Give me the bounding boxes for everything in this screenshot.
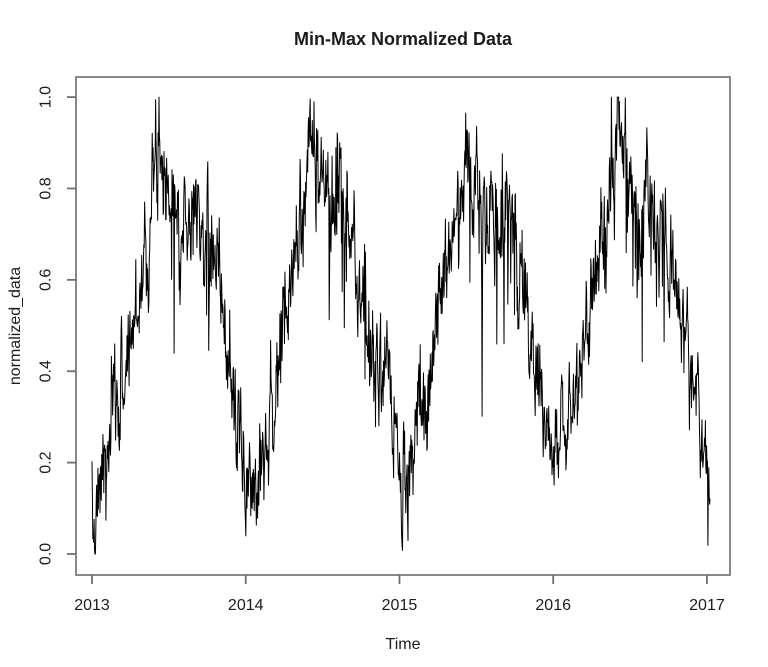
y-tick-label: 0.6 — [38, 269, 55, 291]
plot-box — [75, 76, 731, 576]
y-tick-label: 0.2 — [38, 451, 55, 473]
y-axis-label: normalized_data — [7, 267, 24, 385]
x-tick-label: 2017 — [689, 597, 725, 614]
y-tick-label: 0.4 — [38, 360, 55, 382]
x-tick-label: 2016 — [535, 597, 571, 614]
y-tick-label: 0.8 — [38, 177, 55, 199]
y-axis-ticks: 0.0 0.2 0.4 0.6 0.8 1.0 — [38, 86, 76, 565]
series-line-normalized-data — [91, 96, 711, 555]
y-tick-label: 0.0 — [38, 543, 55, 565]
y-tick-label: 1.0 — [38, 86, 55, 108]
x-tick-label: 2014 — [228, 597, 264, 614]
x-axis-label: Time — [386, 636, 421, 653]
x-axis-ticks: 2013 2014 2015 2016 2017 — [74, 575, 725, 614]
x-tick-label: 2013 — [74, 597, 110, 614]
chart-title: Min-Max Normalized Data — [294, 29, 513, 49]
x-tick-label: 2015 — [382, 597, 418, 614]
